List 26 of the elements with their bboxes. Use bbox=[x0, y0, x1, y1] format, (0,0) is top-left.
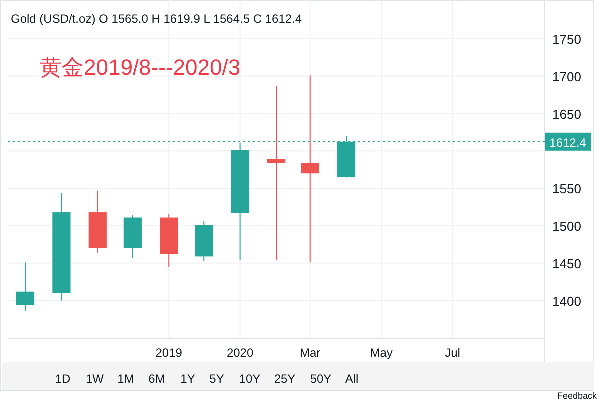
x-tick-label: 2019 bbox=[156, 346, 183, 360]
y-tick-label: 1500 bbox=[552, 219, 582, 234]
y-tick-label: 1400 bbox=[552, 294, 582, 309]
text: 6M bbox=[148, 372, 166, 386]
y-tick-label: 1700 bbox=[552, 69, 582, 84]
y-tick-label: 1550 bbox=[552, 182, 582, 197]
x-tick-label: 2020 bbox=[226, 346, 254, 360]
text: All bbox=[345, 372, 359, 386]
x-tick-label: Mar bbox=[300, 346, 321, 360]
text: Gold (USD/t.oz) O 1565.0 H 1619.9 L 1564.5 C 1612.4 bbox=[11, 12, 302, 26]
y-tick-label: 1450 bbox=[552, 256, 582, 272]
text: 5Y bbox=[210, 372, 224, 386]
y-tick-label: 1750 bbox=[552, 32, 582, 47]
text: 1W bbox=[86, 372, 105, 386]
ref-line-label: 1612.4 bbox=[550, 136, 587, 150]
text: 10Y bbox=[239, 372, 261, 386]
text: 25Y bbox=[274, 372, 296, 386]
text: 1M bbox=[118, 372, 134, 386]
y-tick-label: 1650 bbox=[552, 106, 582, 122]
x-tick-label: Jul bbox=[445, 346, 460, 360]
text: 1D bbox=[55, 372, 71, 386]
text: Feedback bbox=[557, 391, 598, 400]
text: 黄金2019/8---2020/3 bbox=[40, 55, 241, 80]
text: 50Y bbox=[310, 372, 332, 386]
text: 1Y bbox=[180, 372, 196, 386]
x-tick-label: May bbox=[370, 346, 393, 360]
